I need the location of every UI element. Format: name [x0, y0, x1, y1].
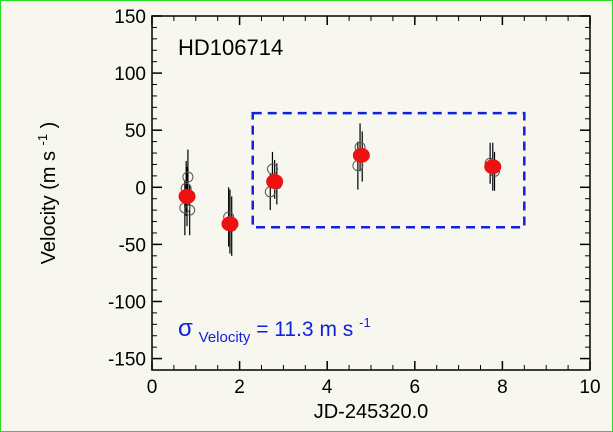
y-tick-label: -100 — [108, 292, 146, 313]
x-tick-label: 4 — [322, 377, 333, 398]
y-tick-label: -150 — [108, 350, 146, 371]
x-tick-label: 0 — [147, 377, 158, 398]
sigma-label: σ Velocity = 11.3 m s -1 — [178, 315, 371, 347]
plot-layer — [178, 111, 526, 256]
individual-point — [184, 204, 196, 216]
y-axis-title: Velocity (m s -1 ) — [30, 122, 60, 265]
x-tick-label: 2 — [234, 377, 245, 398]
y-tick-label: 50 — [125, 121, 146, 142]
mean-point — [352, 147, 370, 163]
y-axis-title-main: Velocity (m s — [38, 151, 60, 264]
y-tick-label: 0 — [135, 178, 146, 199]
x-axis-title: JD-245320.0 — [314, 401, 429, 423]
highlight-box — [251, 111, 526, 229]
sigma-symbol: σ — [178, 315, 193, 342]
sigma-superscript: -1 — [359, 315, 371, 330]
mean-point — [266, 174, 284, 190]
individual-point — [182, 171, 194, 183]
sigma-value: = 11.3 m s — [256, 318, 353, 341]
y-tick-label: 150 — [114, 7, 146, 28]
x-tick-label: 6 — [410, 377, 421, 398]
y-axis-title-sup: -1 — [35, 134, 50, 146]
x-tick-label: 8 — [497, 377, 508, 398]
x-tick-label: 10 — [579, 377, 600, 398]
y-axis-title-end: ) — [38, 122, 60, 129]
mean-point — [178, 188, 196, 204]
sigma-subscript: Velocity — [199, 329, 251, 346]
individual-point — [266, 163, 278, 175]
star-label: HD106714 — [178, 35, 283, 60]
mean-point — [221, 216, 239, 232]
axis-ticks: 0 2 4 6 8 10 -150 -100 -50 0 50 100 150 — [108, 7, 601, 398]
y-tick-label: 100 — [114, 64, 146, 85]
mean-point — [484, 159, 502, 175]
y-tick-label: -50 — [119, 235, 146, 256]
